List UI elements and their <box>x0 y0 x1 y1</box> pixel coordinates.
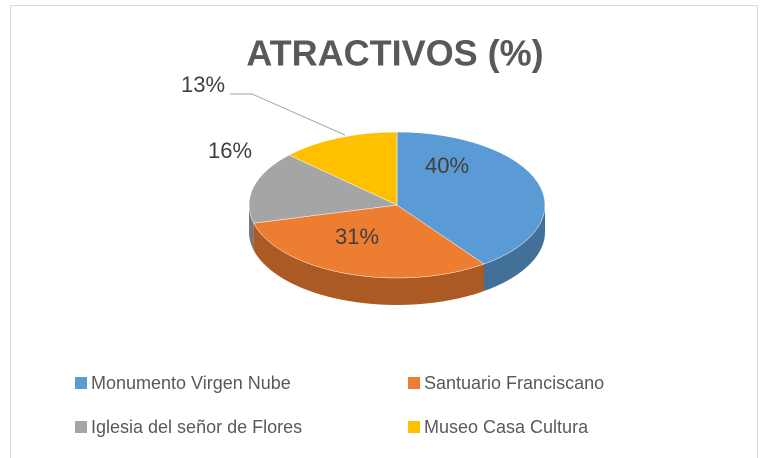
legend-swatch <box>408 377 420 389</box>
data-label: 16% <box>208 138 252 163</box>
legend-swatch <box>75 421 87 433</box>
legend-label: Museo Casa Cultura <box>424 417 589 437</box>
slice-side <box>253 223 484 305</box>
slice-side <box>249 205 254 251</box>
slice <box>396 131 546 265</box>
data-label: 31% <box>335 224 379 249</box>
legend-swatch <box>408 421 420 433</box>
legend-label: Monumento Virgen Nube <box>91 373 291 393</box>
legend-swatch <box>75 377 87 389</box>
legend-label: Santuario Franciscano <box>424 373 604 393</box>
slice <box>248 154 398 224</box>
legend-label: Iglesia del señor de Flores <box>91 417 302 437</box>
data-label: 40% <box>425 153 469 178</box>
leader-line <box>230 93 346 136</box>
slice-side <box>483 205 545 292</box>
chart-title: ATRACTIVOS (%) <box>246 33 543 74</box>
data-label: 13% <box>181 72 225 97</box>
slice <box>253 204 485 279</box>
slice <box>288 131 398 206</box>
